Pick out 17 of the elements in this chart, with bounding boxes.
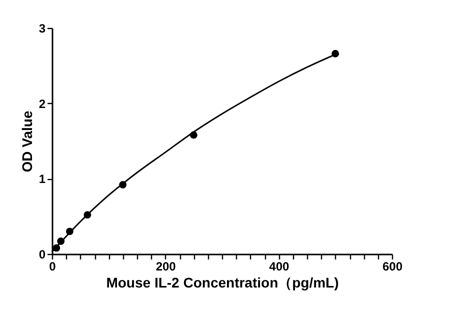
point <box>332 50 340 58</box>
y-tick-label: 3 <box>38 22 46 36</box>
x-tick-label: 400 <box>269 260 290 274</box>
x-axis-title: Mouse IL-2 Concentration（pg/mL) <box>106 274 339 290</box>
point <box>84 211 92 219</box>
x-tick-label: 600 <box>382 260 403 274</box>
point <box>57 237 65 245</box>
point <box>66 228 74 236</box>
x-tick-label: 200 <box>156 260 176 274</box>
point <box>190 131 198 139</box>
point <box>119 180 127 188</box>
x-tick-label: 0 <box>49 260 56 274</box>
point <box>52 244 60 252</box>
y-tick-label: 0 <box>38 248 46 262</box>
y-tick-label: 1 <box>38 172 46 186</box>
y-tick-label: 2 <box>38 96 46 111</box>
y-axis-title: OD Value <box>18 110 35 172</box>
